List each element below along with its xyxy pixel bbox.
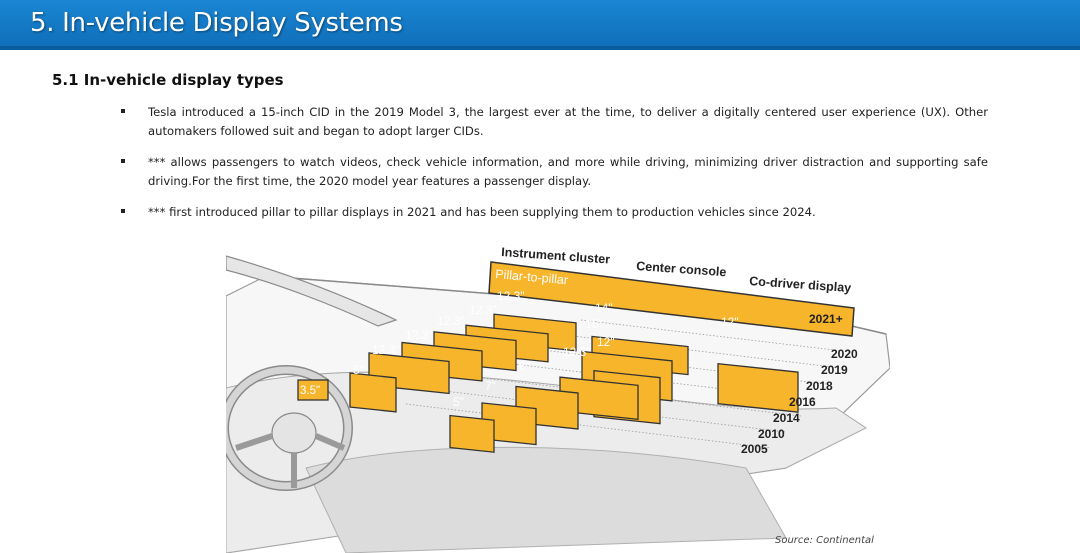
display-size-label: 5": [353, 363, 364, 377]
year-label-2019: 2019: [821, 363, 848, 377]
display-size-label: 5": [453, 395, 464, 409]
pillar-to-pillar-display: Pillar-to-pillar 2021+: [488, 261, 855, 337]
co-driver-display-12: 12": [717, 315, 799, 413]
year-label-2020: 2020: [831, 347, 858, 361]
center-display-7: 7": [481, 379, 537, 446]
display-size-label: 7": [485, 379, 496, 393]
bullet-item: *** allows passengers to watch videos, c…: [118, 153, 988, 191]
display-size-label: 12": [597, 335, 615, 349]
display-size-label: 3.5": [300, 385, 320, 397]
display-size-label: 12.3": [497, 289, 525, 303]
display-size-label: 12.3": [563, 345, 591, 359]
page-title: 5. In-vehicle Display Systems: [30, 8, 403, 38]
bullet-item: Tesla introduced a 15-inch CID in the 20…: [118, 103, 988, 141]
display-size-label: 12.3": [372, 343, 400, 357]
display-size-label: 12.3": [437, 314, 465, 328]
center-display-12-3: 12.3": [559, 345, 639, 421]
pillar-to-pillar-label: Pillar-to-pillar: [495, 267, 569, 287]
bullet-list: Tesla introduced a 15-inch CID in the 20…: [118, 103, 988, 234]
year-label-2021: 2021+: [809, 312, 843, 326]
instrument-display-5: 5": [349, 363, 397, 413]
display-size-label: 12.3": [469, 303, 497, 317]
bullet-icon: [121, 209, 125, 213]
section-title: 5.1 In-vehicle display types: [52, 71, 284, 89]
display-size-label: 15": [585, 317, 603, 331]
year-label-2010: 2010: [758, 427, 785, 441]
year-label-2018: 2018: [806, 379, 833, 393]
instrument-display-3-5: 3.5": [297, 379, 329, 401]
display-size-label: 8": [519, 359, 530, 373]
bullet-text: *** allows passengers to watch videos, c…: [148, 155, 988, 188]
header-underline: [0, 46, 1080, 50]
display-timeline-figure: Instrument cluster Center console Co-dri…: [226, 245, 890, 553]
year-label-2016: 2016: [789, 395, 816, 409]
center-display-5: 5": [449, 395, 495, 453]
figure-source: Source: Continental: [775, 535, 874, 546]
bullet-item: *** first introduced pillar to pillar di…: [118, 203, 988, 222]
bullet-icon: [121, 109, 125, 113]
header-bar: 5. In-vehicle Display Systems: [0, 0, 1080, 50]
category-label-center-console: Center console: [636, 259, 727, 279]
year-label-2014: 2014: [773, 411, 800, 425]
category-label-co-driver-display: Co-driver display: [749, 274, 852, 295]
display-size-label: 14": [595, 301, 613, 315]
bullet-text: *** first introduced pillar to pillar di…: [148, 205, 816, 219]
category-label-instrument-cluster: Instrument cluster: [501, 245, 611, 267]
bullet-text: Tesla introduced a 15-inch CID in the 20…: [148, 105, 988, 138]
display-size-label: 12.3": [405, 328, 433, 342]
bullet-icon: [121, 159, 125, 163]
display-size-label: 12": [721, 315, 739, 329]
year-label-2005: 2005: [741, 442, 768, 456]
